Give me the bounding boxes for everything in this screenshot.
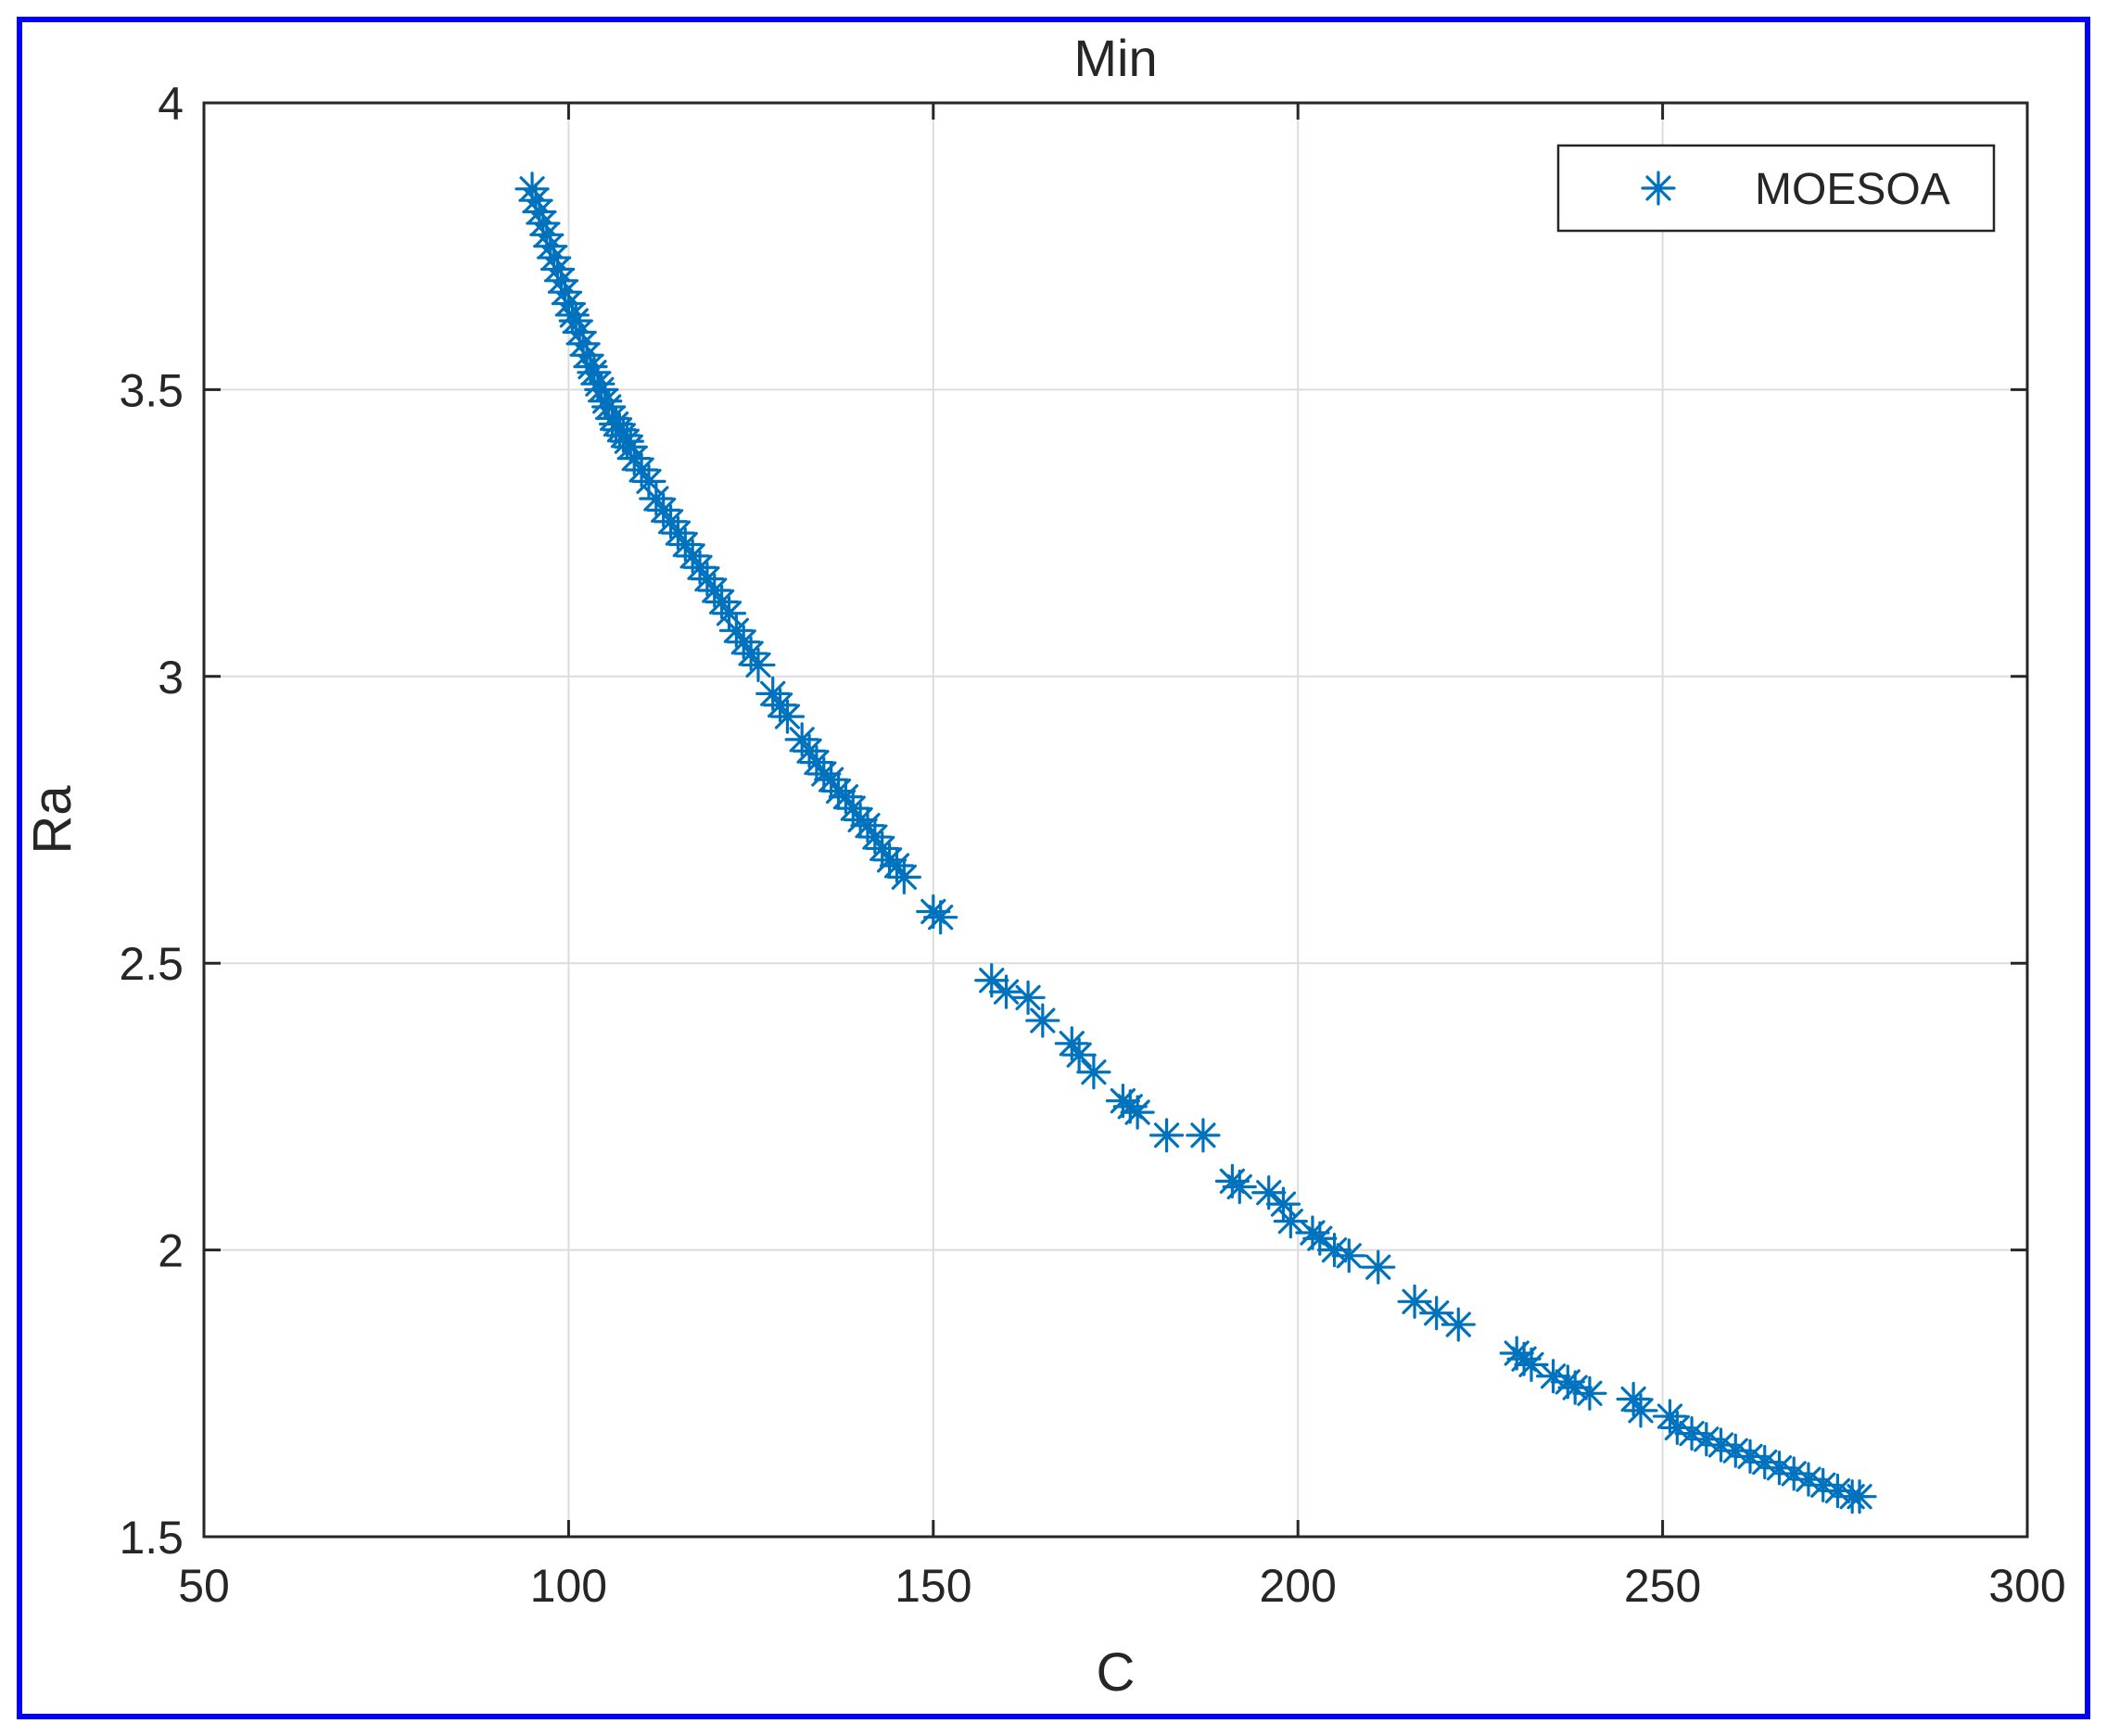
data-point: [1025, 1003, 1060, 1038]
data-point: [1222, 1169, 1257, 1205]
chart-title: Min: [1073, 29, 1157, 87]
data-point: [1747, 1444, 1783, 1480]
y-tick-label: 2.5: [119, 938, 184, 990]
axes-box: [202, 101, 2029, 1539]
x-tick-label: 300: [1988, 1560, 2065, 1612]
data-point: [1331, 1238, 1366, 1273]
data-point: [741, 647, 776, 683]
data-point: [1361, 1249, 1396, 1285]
data-point: [1535, 1359, 1571, 1394]
plot-area: [204, 103, 2027, 1537]
data-point: [1186, 1118, 1221, 1153]
data-point: [1842, 1479, 1877, 1514]
legend-marker-asterisk-icon: [1641, 171, 1676, 206]
data-point: [886, 859, 921, 894]
data-point: [769, 699, 806, 734]
axis-ticks: 50 100 150 200 250 300 1.5 2 2.5 3 3.5 4: [119, 78, 2065, 1612]
data-point: [1120, 1095, 1155, 1130]
y-tick-label: 3.5: [119, 364, 184, 416]
data-point: [1149, 1118, 1185, 1153]
legend-marker: [1641, 171, 1676, 206]
legend: MOESOA: [1556, 144, 1996, 233]
data-points: [514, 171, 1877, 1514]
data-point: [923, 900, 958, 935]
data-point: [835, 791, 870, 826]
x-tick-label: 250: [1624, 1560, 1701, 1612]
data-point: [1623, 1393, 1658, 1428]
y-tick-label: 1.5: [119, 1512, 184, 1564]
figure-frame: 50 100 150 200 250 300 1.5 2 2.5 3 3.5 4 Min C Ra M…: [17, 17, 2090, 1719]
legend-box: [1556, 144, 1996, 233]
legend-label: MOESOA: [1755, 165, 1950, 214]
y-tick-label: 2: [158, 1225, 184, 1277]
scatter-chart: 50 100 150 200 250 300 1.5 2 2.5 3 3.5 4 Min C Ra M…: [22, 29, 2066, 1703]
x-tick-label: 100: [530, 1560, 607, 1612]
y-tick-label: 4: [158, 78, 184, 130]
data-point: [1441, 1307, 1476, 1342]
data-point: [1010, 980, 1046, 1015]
data-point: [988, 974, 1024, 1009]
x-axis-label: C: [1097, 1642, 1136, 1703]
y-axis-label: Ra: [22, 785, 83, 855]
x-tick-label: 150: [895, 1560, 971, 1612]
data-point: [1076, 1055, 1111, 1090]
data-point: [1572, 1375, 1607, 1411]
x-tick-label: 50: [178, 1560, 230, 1612]
data-point: [1776, 1456, 1811, 1491]
data-point: [1733, 1438, 1768, 1474]
y-tick-label: 3: [158, 652, 184, 703]
data-point: [1061, 1037, 1097, 1072]
data-point: [1316, 1232, 1352, 1268]
x-tick-label: 200: [1259, 1560, 1336, 1612]
data-point: [1397, 1284, 1432, 1319]
